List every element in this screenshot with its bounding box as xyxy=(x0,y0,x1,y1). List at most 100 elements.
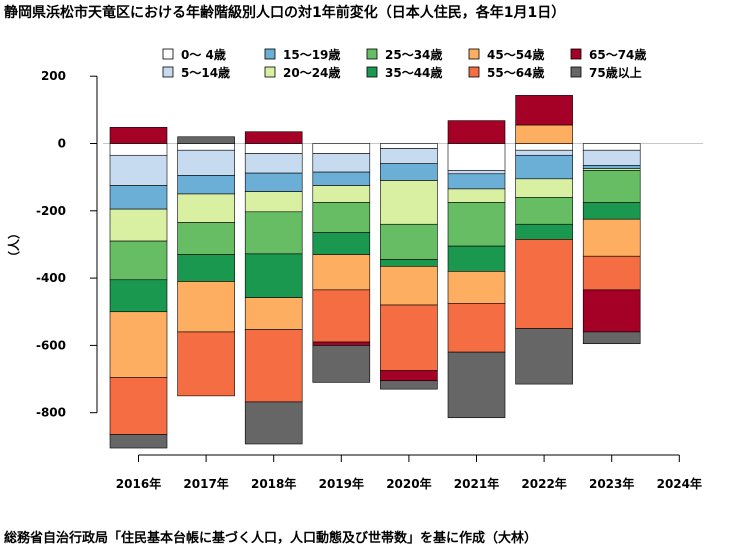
x-tick-label: 2023年 xyxy=(589,476,634,491)
x-tick-label: 2017年 xyxy=(183,476,228,491)
legend-label: 35～44歳 xyxy=(385,65,442,80)
bar-segment xyxy=(447,170,506,175)
bar-segment xyxy=(447,188,506,203)
bar-segment xyxy=(312,202,371,233)
bar-segment xyxy=(380,163,438,181)
bar-segment xyxy=(380,223,438,260)
source-note: 総務省自治行政局「住民基本台帳に基づく人口，人口動態及び世帯数」を基に作成（大林… xyxy=(4,531,538,546)
bar-segment xyxy=(244,297,303,330)
bar-segment xyxy=(177,331,235,397)
legend-swatch xyxy=(366,66,378,78)
bar-segment xyxy=(244,191,303,213)
bar-segment xyxy=(515,178,573,198)
bars xyxy=(103,95,703,449)
bar-segment xyxy=(515,124,573,144)
bar-segment xyxy=(244,131,303,144)
bar-segment xyxy=(447,245,506,272)
legend-swatch xyxy=(468,48,480,60)
bar-segment xyxy=(312,171,371,186)
bar-segment xyxy=(447,173,506,190)
bar-segment xyxy=(515,149,573,156)
bar-segment xyxy=(109,143,168,156)
bar-segment xyxy=(244,143,303,154)
bar-segment xyxy=(244,211,303,255)
bar-segment xyxy=(582,170,641,203)
y-axis: 200 0 -200 -400 -600 -800 xyxy=(36,69,98,420)
y-tick-label: -600 xyxy=(36,338,66,352)
bar-segment xyxy=(109,127,168,144)
bar-segment xyxy=(177,175,235,195)
legend-swatch xyxy=(570,66,582,78)
x-tick-label: 2019年 xyxy=(319,476,364,491)
bar-segment xyxy=(109,279,168,313)
bar-segment xyxy=(177,149,235,176)
y-tick-label: -800 xyxy=(36,406,66,420)
bar-segment xyxy=(312,153,371,173)
x-tick-label: 2021年 xyxy=(454,476,499,491)
y-tick-label: 200 xyxy=(41,69,66,83)
legend-swatch xyxy=(162,66,174,78)
bar-segment xyxy=(312,341,371,346)
legend-swatch xyxy=(264,48,276,60)
bar-segment xyxy=(380,380,438,390)
x-axis: 2016年 2017年 2018年 2019年 2020年 2021年 2022年 2023年… xyxy=(116,454,702,491)
legend-swatch xyxy=(162,48,174,60)
bar-segment xyxy=(447,120,506,144)
bar-segment xyxy=(582,202,641,220)
legend-swatch xyxy=(264,66,276,78)
bar-segment xyxy=(312,289,371,343)
bar-segment xyxy=(109,185,168,210)
bar-segment xyxy=(177,222,235,255)
bar-segment xyxy=(109,434,168,449)
bar-segment xyxy=(515,95,573,126)
bar-segment xyxy=(244,153,303,174)
bar-segment xyxy=(447,303,506,353)
bar-segment xyxy=(177,143,235,151)
y-tick-label: 0 xyxy=(58,137,66,151)
bar-segment xyxy=(244,253,303,298)
legend-label: 65～74歳 xyxy=(589,47,646,62)
legend-label: 15～19歳 xyxy=(283,47,340,62)
bar-segment xyxy=(380,266,438,306)
legend-label: 0～ 4歳 xyxy=(181,47,226,62)
bar-segment xyxy=(447,143,506,171)
bar-segment xyxy=(380,370,438,382)
legend-label: 5～14歳 xyxy=(181,65,230,80)
bar-segment xyxy=(515,143,573,151)
legend-swatch xyxy=(468,66,480,78)
bar-segment xyxy=(515,223,573,240)
legend-label: 25～34歳 xyxy=(385,47,442,62)
chart-title: 静岡県浜松市天竜区における年齢階級別人口の対1年前変化（日本人住民，各年1月1日… xyxy=(4,5,566,21)
legend-swatch xyxy=(570,48,582,60)
bar-segment xyxy=(447,351,506,419)
bar-segment xyxy=(312,232,371,255)
bar-segment xyxy=(582,331,641,345)
bar-segment xyxy=(582,149,641,166)
x-tick-label: 2022年 xyxy=(521,476,566,491)
legend-label: 45～54歳 xyxy=(487,47,544,62)
bar-segment xyxy=(515,328,573,385)
bar-segment xyxy=(244,172,303,192)
x-tick-label: 2024年 xyxy=(657,476,702,491)
bar-segment xyxy=(582,255,641,291)
bar-segment xyxy=(515,197,573,225)
bar-segment xyxy=(582,289,641,333)
legend: 0～ 4歳 5～14歳 15～19歳 20～24歳 25～34歳 35～44歳 45～54歳… xyxy=(162,47,646,80)
bar-segment xyxy=(109,377,168,435)
bar-segment xyxy=(380,180,438,225)
bar-segment xyxy=(312,185,371,203)
x-tick-label: 2016年 xyxy=(116,476,161,491)
bar-segment xyxy=(109,208,168,242)
bar-segment xyxy=(109,311,168,378)
bar-segment xyxy=(244,329,303,403)
bar-segment xyxy=(177,193,235,223)
bar-segment xyxy=(582,218,641,257)
y-tick-label: -400 xyxy=(36,271,66,285)
bar-segment xyxy=(447,271,506,304)
bar-segment xyxy=(177,136,235,144)
bar-segment xyxy=(380,143,438,149)
bar-segment xyxy=(380,148,438,164)
bar-segment xyxy=(312,345,371,383)
bar-segment xyxy=(312,254,371,291)
